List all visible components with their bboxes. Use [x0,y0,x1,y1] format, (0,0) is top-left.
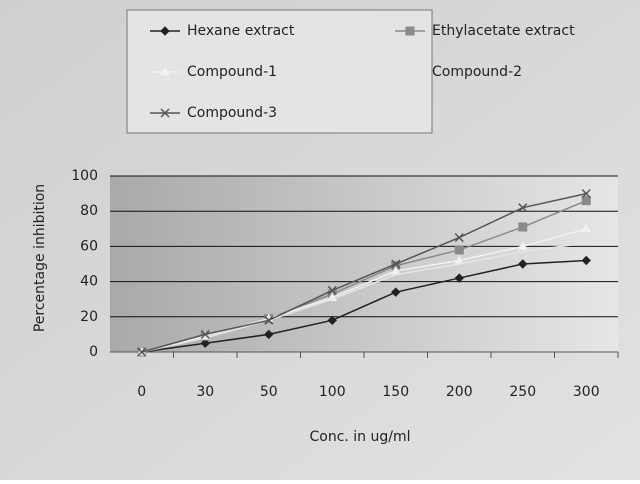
series-line [141,228,587,353]
legend-label: Compound-1 [187,64,277,80]
series-line [141,192,587,353]
marker [518,222,528,232]
x-tick-label: 0 [137,384,146,400]
marker [264,315,274,325]
marker [405,26,415,36]
marker [327,285,337,295]
marker [327,315,337,326]
y-tick-label: 20 [80,309,98,325]
x-tick-label: 50 [260,384,278,400]
x-tick-label: 250 [509,384,536,400]
marker [137,347,147,357]
series-line [141,259,587,353]
marker [581,189,591,199]
marker [200,329,210,339]
marker [518,259,528,269]
marker [581,223,592,233]
legend-label: Compound-2 [432,64,522,80]
marker [391,287,401,297]
marker [454,245,464,255]
marker [581,196,591,206]
marker [518,203,528,213]
plot-area [110,176,618,352]
y-tick-label: 0 [89,344,98,360]
marker [454,273,464,283]
marker [264,329,274,340]
marker [391,259,401,269]
legend-label: Hexane extract [187,23,295,39]
y-tick-label: 80 [80,203,98,219]
x-tick-label: 300 [573,384,600,400]
marker [200,338,210,348]
x-axis-label: Conc. in ug/ml [309,429,410,445]
x-tick-label: 150 [382,384,409,400]
marker [454,233,464,243]
x-tick-label: 100 [319,384,346,400]
x-tick-label: 30 [196,384,214,400]
legend-label: Compound-3 [187,105,277,121]
marker [160,66,170,76]
y-tick-label: 40 [80,274,98,290]
marker [160,108,170,118]
legend-label: Ethylacetate extract [432,23,575,39]
x-tick-label: 200 [446,384,473,400]
marker [160,26,170,36]
marker [581,255,591,266]
y-axis-label: Percentage inhibition [32,184,48,332]
series-line [141,242,587,353]
y-tick-label: 60 [80,238,98,254]
marker [517,241,528,250]
y-tick-label: 100 [71,168,98,184]
